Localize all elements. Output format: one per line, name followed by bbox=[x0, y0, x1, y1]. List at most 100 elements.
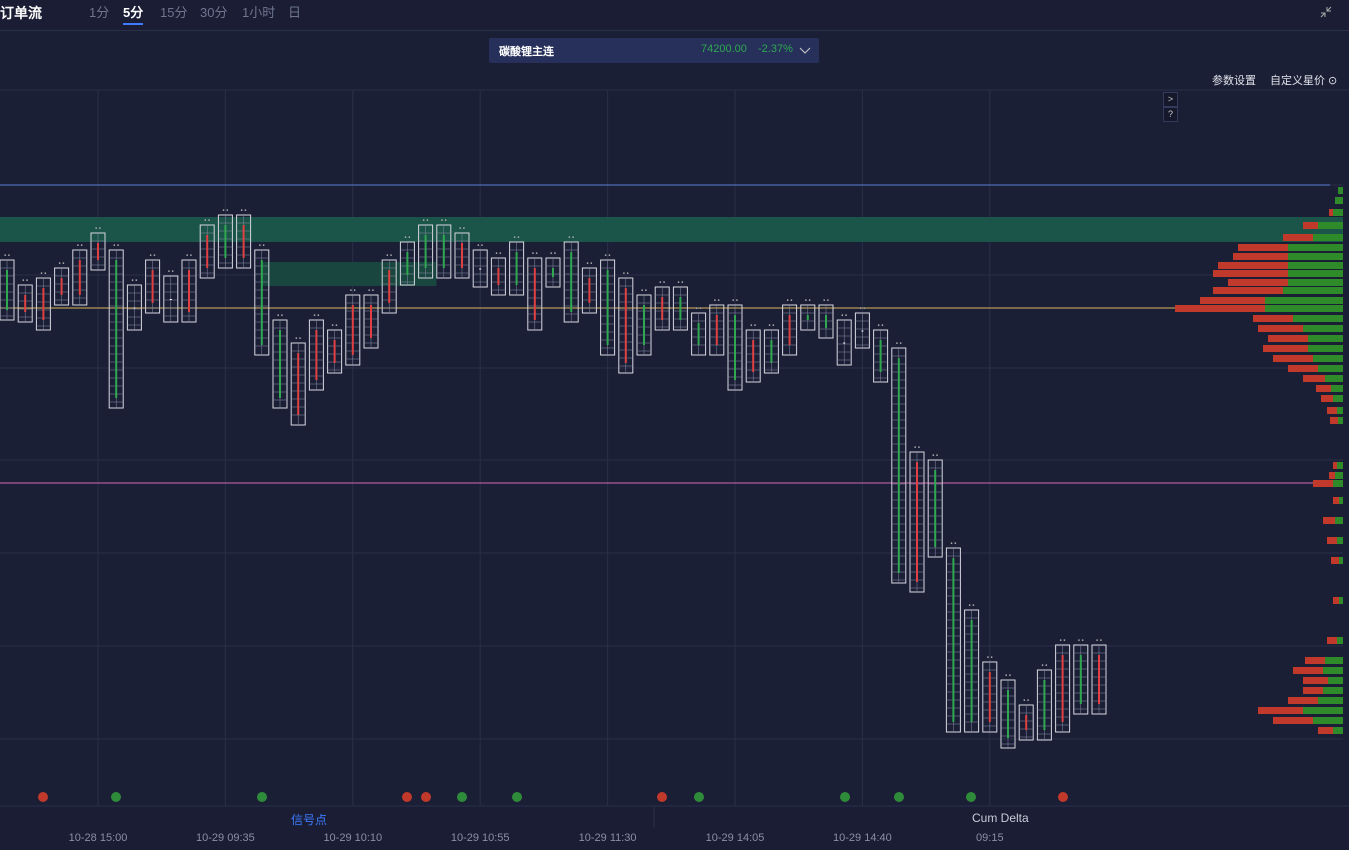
candle-dots: • • bbox=[750, 324, 756, 330]
tab[interactable]: 1分 bbox=[89, 5, 110, 20]
signal-icon bbox=[694, 792, 704, 802]
candle-dots: • • bbox=[404, 236, 410, 242]
profile-buy bbox=[1288, 279, 1343, 286]
candle-dots: • • bbox=[204, 219, 210, 225]
profile-sell bbox=[1329, 209, 1333, 216]
side-button[interactable]: > bbox=[1163, 92, 1178, 107]
candle-dots: • • bbox=[805, 299, 811, 305]
profile-buy bbox=[1318, 365, 1343, 372]
candle-dots: • • bbox=[368, 289, 374, 295]
signal-icon bbox=[657, 792, 667, 802]
toolbar: 订单流 1分 5分 15分 30分 1小时日 bbox=[0, 0, 1349, 31]
settings[interactable]: 参数设置 bbox=[1212, 75, 1256, 87]
tab[interactable]: 15分 bbox=[160, 5, 188, 20]
profile-buy bbox=[1335, 197, 1343, 204]
profile-buy bbox=[1303, 707, 1343, 714]
profile-buy bbox=[1337, 637, 1343, 644]
profile-sell bbox=[1253, 315, 1293, 322]
tab[interactable]: 5分 bbox=[123, 2, 144, 25]
profile-buy bbox=[1339, 497, 1343, 504]
profile-buy bbox=[1288, 262, 1343, 269]
signal-icon bbox=[457, 792, 467, 802]
candle-dots: • • bbox=[77, 244, 83, 250]
tab[interactable]: 日 bbox=[288, 5, 302, 20]
candle-dots: • • bbox=[222, 209, 228, 215]
candle-dots: • • bbox=[295, 337, 301, 343]
bottom-tab[interactable]: 信号点 bbox=[291, 813, 328, 827]
profile-sell bbox=[1327, 537, 1337, 544]
profile-sell bbox=[1327, 407, 1337, 414]
custom-price[interactable]: 自定义星价 ⊙ bbox=[1270, 75, 1338, 87]
tab[interactable]: 30分 bbox=[200, 5, 228, 20]
profile-buy bbox=[1333, 209, 1343, 216]
profile-buy bbox=[1313, 717, 1343, 724]
profile-sell bbox=[1213, 270, 1288, 277]
profile-sell bbox=[1321, 395, 1333, 402]
symbol-dropdown[interactable]: 碳酸锂主连 74200.00 -2.37% bbox=[489, 38, 819, 63]
signal-icon bbox=[257, 792, 267, 802]
candle-dots: • • bbox=[914, 446, 920, 452]
candle-dots: • • bbox=[313, 314, 319, 320]
bottom-tab[interactable]: Cum Delta bbox=[972, 811, 1029, 825]
profile-buy bbox=[1313, 234, 1343, 241]
signal-icon bbox=[38, 792, 48, 802]
candle-dots: • • bbox=[568, 236, 574, 242]
profile-buy bbox=[1303, 325, 1343, 332]
tab[interactable]: 1小时 bbox=[242, 5, 276, 20]
candle-dots: • • bbox=[168, 270, 174, 276]
profile-buy bbox=[1333, 727, 1343, 734]
candle-dots: • • bbox=[4, 254, 10, 260]
profile-sell bbox=[1258, 325, 1303, 332]
profile-buy bbox=[1333, 395, 1343, 402]
x-tick-label: 10-29 14:40 bbox=[833, 832, 892, 844]
signal-icon bbox=[402, 792, 412, 802]
candle-dots: • • bbox=[677, 281, 683, 287]
candle-dots: • • bbox=[350, 289, 356, 295]
profile-buy bbox=[1333, 480, 1343, 487]
candle-dots: • • bbox=[259, 244, 265, 250]
candle-dots: • • bbox=[1078, 639, 1084, 645]
collapse-icon[interactable] bbox=[1319, 5, 1333, 19]
candle-dots: • • bbox=[113, 244, 119, 250]
candle-dots: • • bbox=[605, 254, 611, 260]
candle-dots: • • bbox=[477, 244, 483, 250]
side-button[interactable]: ? bbox=[1163, 107, 1178, 122]
x-tick-label: 10-29 11:30 bbox=[579, 832, 637, 844]
candle-dots: • • bbox=[59, 262, 65, 268]
profile-buy bbox=[1288, 244, 1343, 251]
profile-sell bbox=[1263, 345, 1308, 352]
profile-buy bbox=[1339, 597, 1343, 604]
profile-sell bbox=[1329, 472, 1335, 479]
profile-buy bbox=[1328, 677, 1343, 684]
profile-sell bbox=[1175, 305, 1265, 312]
candle-dots: • • bbox=[22, 279, 28, 285]
candle-dots: • • bbox=[1005, 674, 1011, 680]
profile-buy bbox=[1308, 345, 1343, 352]
profile-sell bbox=[1288, 365, 1318, 372]
chevron bbox=[799, 47, 811, 54]
signal-icon bbox=[421, 792, 431, 802]
profile-buy bbox=[1337, 407, 1343, 414]
candle-dots: • • bbox=[550, 252, 556, 258]
profile-buy bbox=[1323, 687, 1343, 694]
candle-dots: • • bbox=[441, 219, 447, 225]
profile-sell bbox=[1303, 375, 1325, 382]
candle-dots: • • bbox=[532, 252, 538, 258]
profile-buy bbox=[1293, 315, 1343, 322]
candle-dots: • • bbox=[459, 227, 465, 233]
candle-dots: • • bbox=[932, 454, 938, 460]
x-tick-label: 10-29 14:05 bbox=[706, 832, 765, 844]
profile-sell bbox=[1213, 287, 1283, 294]
profile-buy bbox=[1337, 462, 1343, 469]
candle-dots: • • bbox=[186, 254, 192, 260]
profile-buy bbox=[1325, 375, 1343, 382]
profile-sell bbox=[1233, 253, 1288, 260]
symbol: 碳酸锂主连 bbox=[499, 46, 554, 58]
candle-dots: • • bbox=[586, 262, 592, 268]
profile-sell bbox=[1316, 385, 1331, 392]
candle-dots: • • bbox=[659, 281, 665, 287]
candle-dots: • • bbox=[495, 252, 501, 258]
candle-dots: • • bbox=[623, 272, 629, 278]
profile-sell bbox=[1313, 480, 1333, 487]
